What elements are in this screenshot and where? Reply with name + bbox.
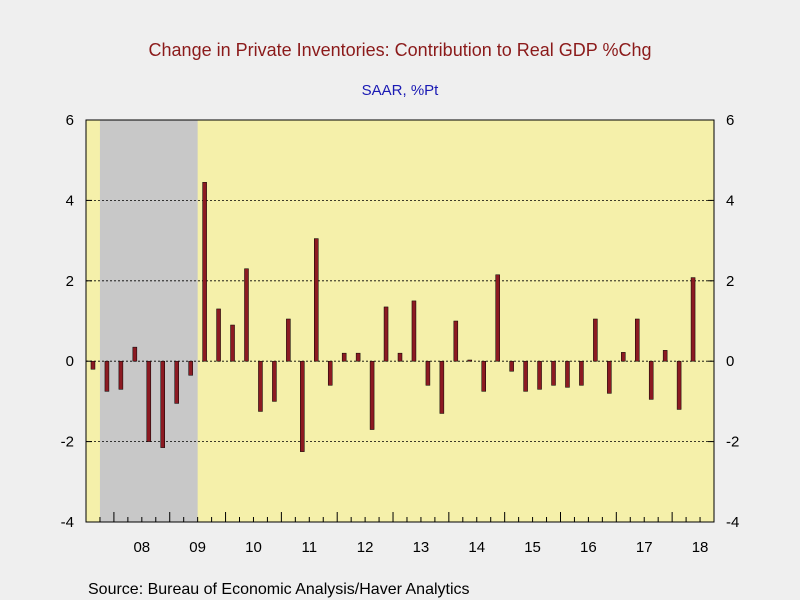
bar-2011Q2 [300,360,305,452]
bar-2018Q2 [690,277,696,362]
recession-shading [99,120,198,522]
bar-2012Q1 [341,352,347,362]
bar-2012Q3 [369,360,375,430]
y-tick-label-right: 2 [726,273,734,290]
y-tick-label-right: 0 [726,353,734,370]
bar-2015Q3 [537,360,542,390]
y-tick-label-left: 2 [66,273,74,290]
bar-2008Q2 [132,346,138,362]
x-tick-label: 10 [245,539,262,556]
y-tick-label-left: -4 [61,514,74,531]
x-tick-label: 15 [524,539,541,556]
bar-2007Q4 [104,360,110,392]
x-tick-label: 14 [468,539,485,556]
bar-2015Q1 [509,360,514,372]
bar-2017Q3 [648,360,654,400]
plot-frame [85,119,715,523]
x-tick-label: 18 [692,539,709,556]
bar-2018Q1 [676,360,682,410]
bar-2013Q3 [425,360,431,386]
bar-2011Q1 [286,318,291,362]
bar-2009Q2 [188,360,193,376]
bar-2014Q4 [495,274,500,362]
bar-2017Q2 [634,318,640,362]
bar-2014Q1 [453,320,459,362]
bar-2014Q2 [467,359,473,362]
y-tick-label-left: -2 [61,434,74,451]
y-tick-label-right: 4 [726,192,734,209]
bar-2014Q3 [481,360,486,392]
bar-2016Q2 [579,360,584,386]
bar-2016Q1 [565,360,570,388]
x-tick-label: 08 [133,539,150,556]
bar-2010Q1 [230,324,235,362]
x-tick-label: 12 [357,539,374,556]
bar-2010Q4 [272,360,277,402]
y-tick-label-left: 0 [66,353,74,370]
x-tick-label: 11 [301,539,317,556]
bar-2017Q4 [662,350,668,362]
bar-2007Q3 [90,360,96,370]
bar-2013Q4 [439,360,445,414]
chart-subtitle: SAAR, %Pt [362,82,440,99]
bar-2013Q1 [397,352,403,362]
bar-2008Q3 [146,360,152,442]
x-tick-label: 16 [580,539,597,556]
bar-2011Q4 [327,360,333,386]
bar-2009Q4 [216,308,221,362]
bar-2012Q2 [355,352,361,362]
bar-2010Q3 [258,360,263,412]
y-tick-label-left: 4 [66,192,74,209]
y-tick-label-right: -2 [726,434,739,451]
x-tick-label: 17 [636,539,653,556]
y-tick-label-left: 6 [66,112,74,129]
bar-2016Q4 [607,360,612,394]
bar-2009Q1 [174,360,179,404]
bar-2015Q4 [551,360,556,386]
source-note: Source: Bureau of Economic Analysis/Have… [88,581,470,598]
y-tick-label-right: -4 [726,514,739,531]
y-tick-label-right: 6 [726,112,734,129]
bar-2011Q3 [314,238,319,362]
bars [90,182,696,452]
bar-2008Q4 [160,360,166,448]
bar-2016Q3 [593,318,598,362]
x-tick-label: 09 [189,539,206,556]
bar-2008Q1 [118,360,124,390]
bar-2013Q2 [411,300,417,362]
bar-2010Q2 [244,268,249,362]
bar-2012Q4 [383,306,389,362]
bar-2009Q3 [202,182,207,362]
bar-2015Q2 [523,360,528,392]
chart-title: Change in Private Inventories: Contribut… [149,40,652,60]
axes: -4 -4 -2 -2 0 0 2 2 4 4 6 6 08 09 10 11 12 13 14 15 16 17 18 [61,112,740,556]
bar-2017Q1 [621,352,626,362]
x-tick-label: 13 [413,539,430,556]
